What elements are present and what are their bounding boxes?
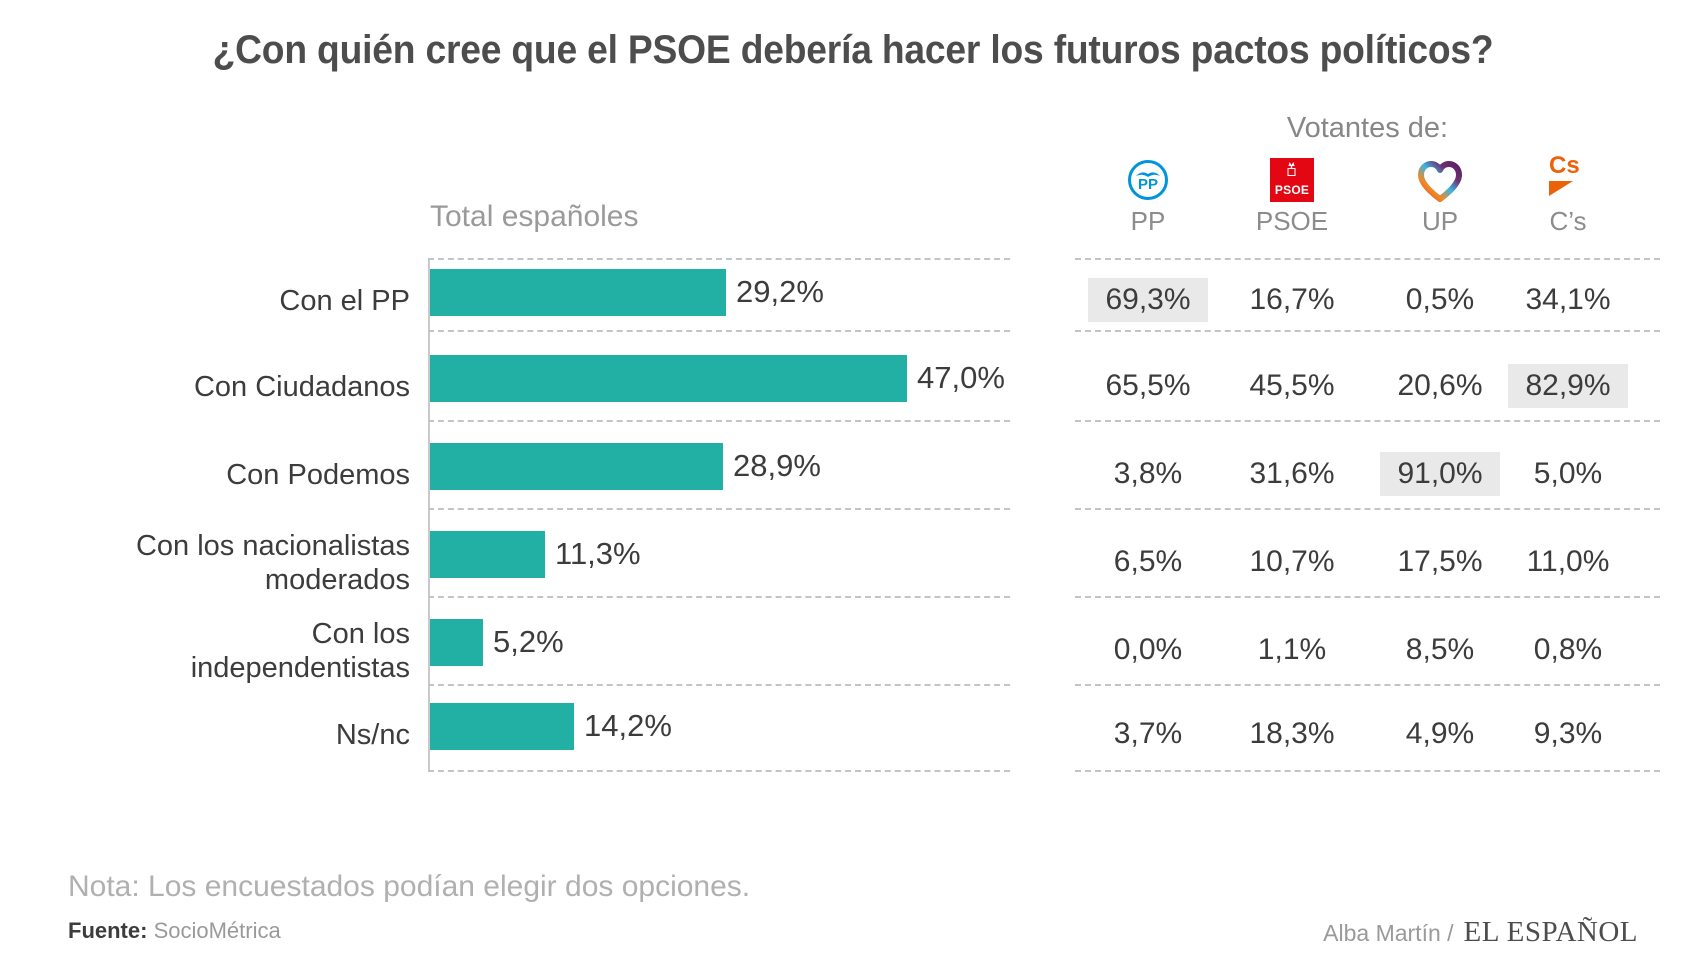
party-name-label: PSOE: [1255, 206, 1329, 236]
table-cell-r1-c2: 20,6%: [1397, 369, 1483, 402]
table-cell-r4-c0: 0,0%: [1113, 633, 1183, 666]
gridline-chart-4: [428, 596, 1010, 598]
bar-value-label-4: 5,2%: [493, 624, 564, 659]
gridline-table-5: [1075, 684, 1660, 686]
bar-5: [430, 703, 574, 750]
category-label-5: Ns/nc: [0, 718, 410, 752]
party-column-pp: PP PP: [1088, 152, 1208, 236]
category-label-line: Con Podemos: [226, 459, 410, 491]
source-value: SocioMétrica: [153, 918, 281, 943]
party-column-cs: Cs C’s: [1508, 152, 1628, 236]
gridline-table-6: [1075, 770, 1660, 772]
table-cell-r3-c2: 17,5%: [1397, 545, 1483, 578]
table-cell-r2-c0: 3,8%: [1113, 457, 1183, 490]
table-cell-r2-c2: 91,0%: [1380, 452, 1500, 496]
category-label-line: Con los nacionalistas: [135, 530, 410, 562]
table-cell-r4-c2: 8,5%: [1405, 633, 1475, 666]
pp-logo: PP: [1088, 152, 1208, 202]
total-espanoles-label: Total españoles: [430, 200, 639, 233]
psoe-logo: PSOE: [1232, 152, 1352, 202]
category-label-0: Con el PP: [0, 284, 410, 318]
table-cell-r1-c3: 82,9%: [1508, 364, 1628, 408]
party-name-label: PP: [1130, 206, 1166, 236]
gridline-chart-2: [428, 420, 1010, 422]
table-cell-r0-c1: 16,7%: [1249, 283, 1335, 316]
table-cell-r4-c3: 0,8%: [1533, 633, 1603, 666]
table-cell-r2-c3: 5,0%: [1533, 457, 1603, 490]
gridline-chart-1: [428, 330, 1010, 332]
bar-4: [430, 619, 483, 666]
category-label-1: Con Ciudadanos: [0, 370, 410, 404]
bar-value-label-5: 14,2%: [584, 708, 672, 743]
gridline-table-3: [1075, 508, 1660, 510]
source-line: Fuente: SocioMétrica: [68, 918, 281, 944]
gridline-table-1: [1075, 330, 1660, 332]
gridline-table-2: [1075, 420, 1660, 422]
category-label-line: independentistas: [190, 652, 410, 684]
bar-value-label-0: 29,2%: [736, 274, 824, 309]
party-name-label: C’s: [1549, 206, 1587, 236]
table-cell-r5-c2: 4,9%: [1405, 717, 1475, 750]
table-cell-r0-c2: 0,5%: [1405, 283, 1475, 316]
chart-note: Nota: Los encuestados podían elegir dos …: [68, 870, 751, 903]
category-label-3: Con los nacionalistas moderados: [0, 529, 410, 597]
gridline-chart-5: [428, 684, 1010, 686]
category-label-4: Con los independentistas: [0, 617, 410, 685]
gridline-table-4: [1075, 596, 1660, 598]
party-column-psoe: PSOE PSOE: [1232, 152, 1352, 236]
party-name-label: UP: [1421, 206, 1459, 236]
bar-value-label-2: 28,9%: [733, 448, 821, 483]
table-cell-r2-c1: 31,6%: [1249, 457, 1335, 490]
up-logo: [1380, 152, 1500, 202]
category-label-line: moderados: [264, 564, 410, 596]
category-label-line: Con el PP: [279, 285, 410, 317]
category-label-line: Ns/nc: [335, 719, 410, 751]
gridline-table-0: [1075, 258, 1660, 260]
table-cell-r5-c0: 3,7%: [1113, 717, 1183, 750]
table-cell-r5-c1: 18,3%: [1249, 717, 1335, 750]
party-column-up: UP: [1380, 152, 1500, 236]
publication-brand: EL ESPAÑOL: [1463, 916, 1638, 948]
category-label-line: Con Ciudadanos: [193, 371, 410, 403]
bar-0: [430, 269, 726, 316]
table-cell-r3-c0: 6,5%: [1113, 545, 1183, 578]
table-cell-r0-c3: 34,1%: [1525, 283, 1611, 316]
author-name: Alba Martín /: [1323, 920, 1454, 946]
chart-y-axis: [428, 258, 430, 770]
bar-value-label-3: 11,3%: [555, 536, 641, 571]
category-label-2: Con Podemos: [0, 458, 410, 492]
page-title: ¿Con quién cree que el PSOE debería hace…: [212, 28, 1494, 72]
gridline-chart-0: [428, 258, 1010, 260]
cs-logo: Cs: [1508, 152, 1628, 202]
bar-2: [430, 443, 723, 490]
votantes-header-label: Votantes de:: [1286, 112, 1449, 144]
table-cell-r3-c3: 11,0%: [1526, 545, 1610, 578]
bar-1: [430, 355, 907, 402]
credit-line: Alba Martín / EL ESPAÑOL: [1323, 916, 1638, 949]
category-label-line: Con los: [311, 618, 410, 650]
table-cell-r4-c1: 1,1%: [1257, 633, 1327, 666]
table-cell-r3-c1: 10,7%: [1249, 545, 1335, 578]
table-cell-r0-c0: 69,3%: [1088, 278, 1208, 322]
gridline-chart-6: [428, 770, 1010, 772]
bar-value-label-1: 47,0%: [917, 360, 1005, 395]
table-cell-r1-c1: 45,5%: [1249, 369, 1335, 402]
bar-3: [430, 531, 545, 578]
table-cell-r5-c3: 9,3%: [1533, 717, 1603, 750]
svg-text:PP: PP: [1138, 176, 1158, 193]
gridline-chart-3: [428, 508, 1010, 510]
source-label: Fuente:: [68, 918, 148, 943]
table-cell-r1-c0: 65,5%: [1105, 369, 1191, 402]
